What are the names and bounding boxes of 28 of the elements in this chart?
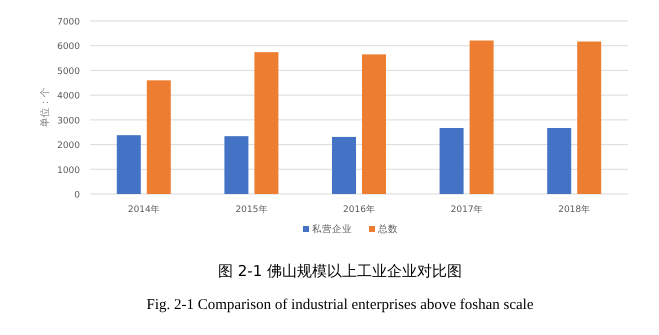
bar [254,52,278,194]
y-tick-label: 0 [74,190,80,200]
y-tick-label: 7000 [57,18,80,28]
bar [146,80,171,194]
y-tick-label: 6000 [57,42,80,52]
bar [440,128,464,194]
caption: Fig. 2-1 Comparison of industrial enterprises above foshan scale [146,297,534,313]
y-axis-title: 单位：个 [39,88,51,128]
bar [577,42,602,194]
legend-label: 私营企业 [312,223,352,235]
x-tick-label: 2016年 [343,204,375,215]
x-tick-label: 2018年 [558,204,590,215]
x-tick-label: 2014年 [128,204,160,215]
bar [116,135,141,194]
bar [470,40,494,194]
y-tick-label: 1000 [57,166,80,176]
legend-label: 总数 [377,223,398,235]
y-tick-label: 3000 [57,116,80,126]
y-tick-label: 2000 [57,141,80,152]
bar [362,54,386,194]
x-tick-label: 2015年 [235,204,268,215]
x-tick-label: 2017年 [450,204,483,215]
y-tick-label: 4000 [57,92,80,102]
bar [332,136,356,194]
text: 图 2-1 佛山规模以上工业企业对比图 [218,262,462,280]
bar [547,128,572,194]
bar [224,136,248,194]
y-tick-label: 5000 [57,66,80,77]
